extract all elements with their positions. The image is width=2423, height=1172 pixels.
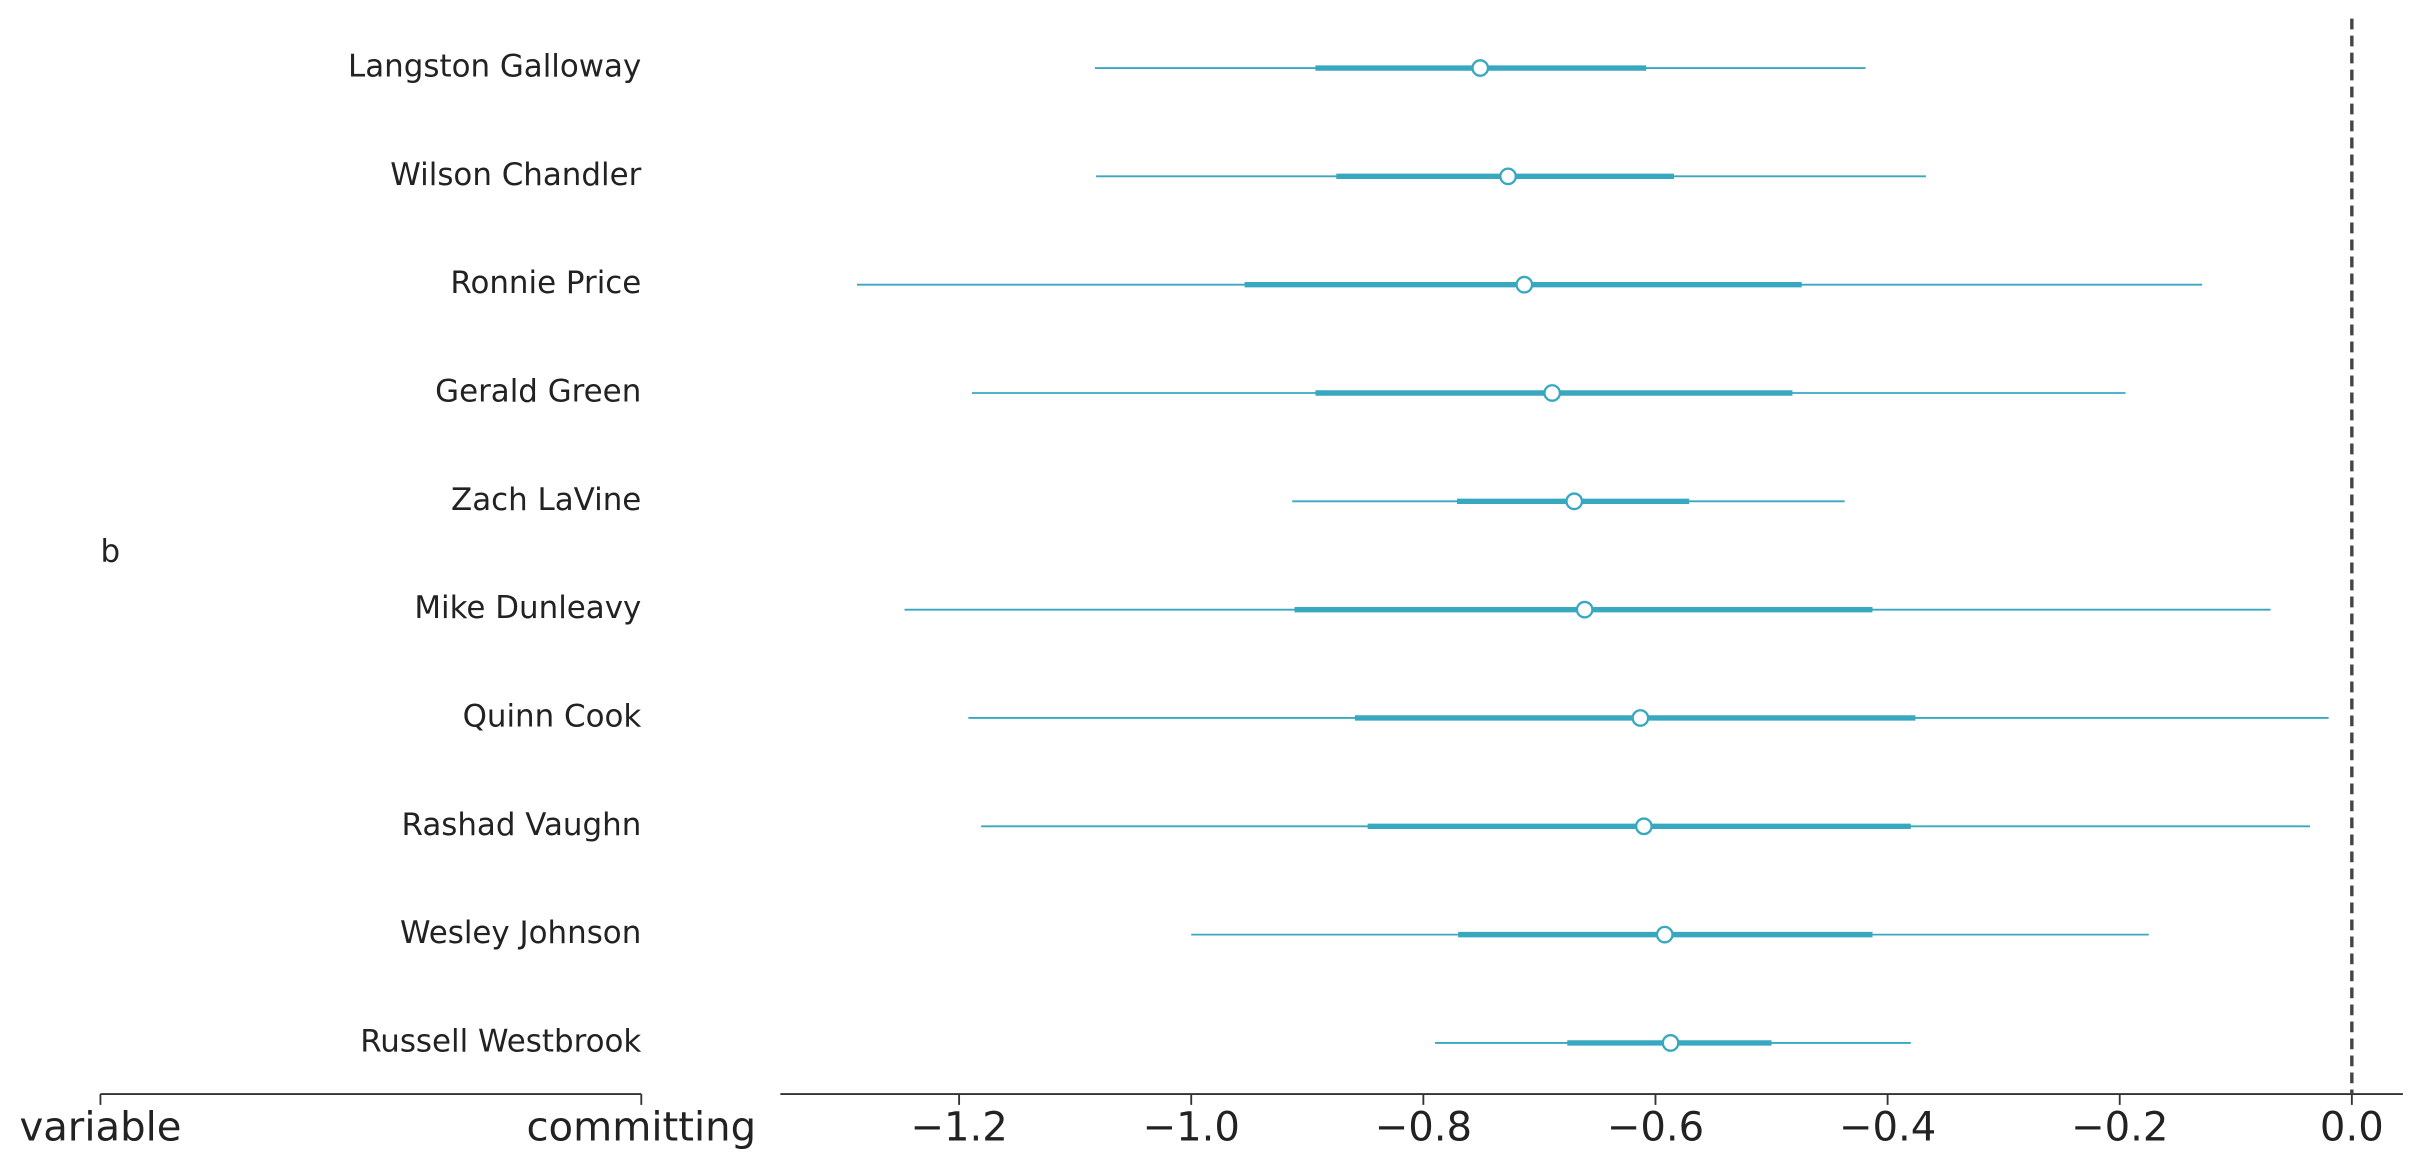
median-point — [1543, 384, 1562, 402]
x-tick-label: −1.0 — [1142, 1105, 1240, 1151]
row-label: Wesley Johnson — [400, 915, 641, 951]
row-label: Gerald Green — [435, 373, 641, 409]
x-tick-label: −0.2 — [2071, 1105, 2169, 1151]
left-axis-label: variable — [19, 1105, 181, 1151]
x-tick-label: 0.0 — [2320, 1105, 2384, 1151]
median-point — [1565, 492, 1584, 511]
row-label: Quinn Cook — [463, 698, 642, 734]
row-label: Mike Dunleavy — [414, 590, 641, 626]
row-label: Langston Galloway — [348, 49, 641, 85]
x-tick-label: −0.6 — [1607, 1105, 1705, 1151]
left-axis-label: committing — [526, 1105, 756, 1151]
group-label: b — [100, 534, 120, 570]
median-point — [1655, 925, 1674, 944]
median-point — [1631, 709, 1650, 727]
x-tick-label: −1.2 — [910, 1105, 1008, 1151]
median-point — [1515, 275, 1534, 294]
median-point — [1499, 167, 1517, 186]
x-tick-label: −0.4 — [1839, 1105, 1937, 1151]
row-label: Rashad Vaughn — [402, 807, 642, 843]
median-point — [1575, 600, 1594, 619]
row-label: Russell Westbrook — [360, 1023, 641, 1059]
row-label: Zach LaVine — [451, 482, 641, 518]
median-point — [1471, 59, 1490, 77]
x-tick-label: −0.8 — [1375, 1105, 1473, 1151]
median-point — [1661, 1034, 1680, 1052]
row-label: Wilson Chandler — [390, 157, 641, 193]
median-point — [1634, 817, 1653, 836]
row-label: Ronnie Price — [450, 265, 641, 301]
